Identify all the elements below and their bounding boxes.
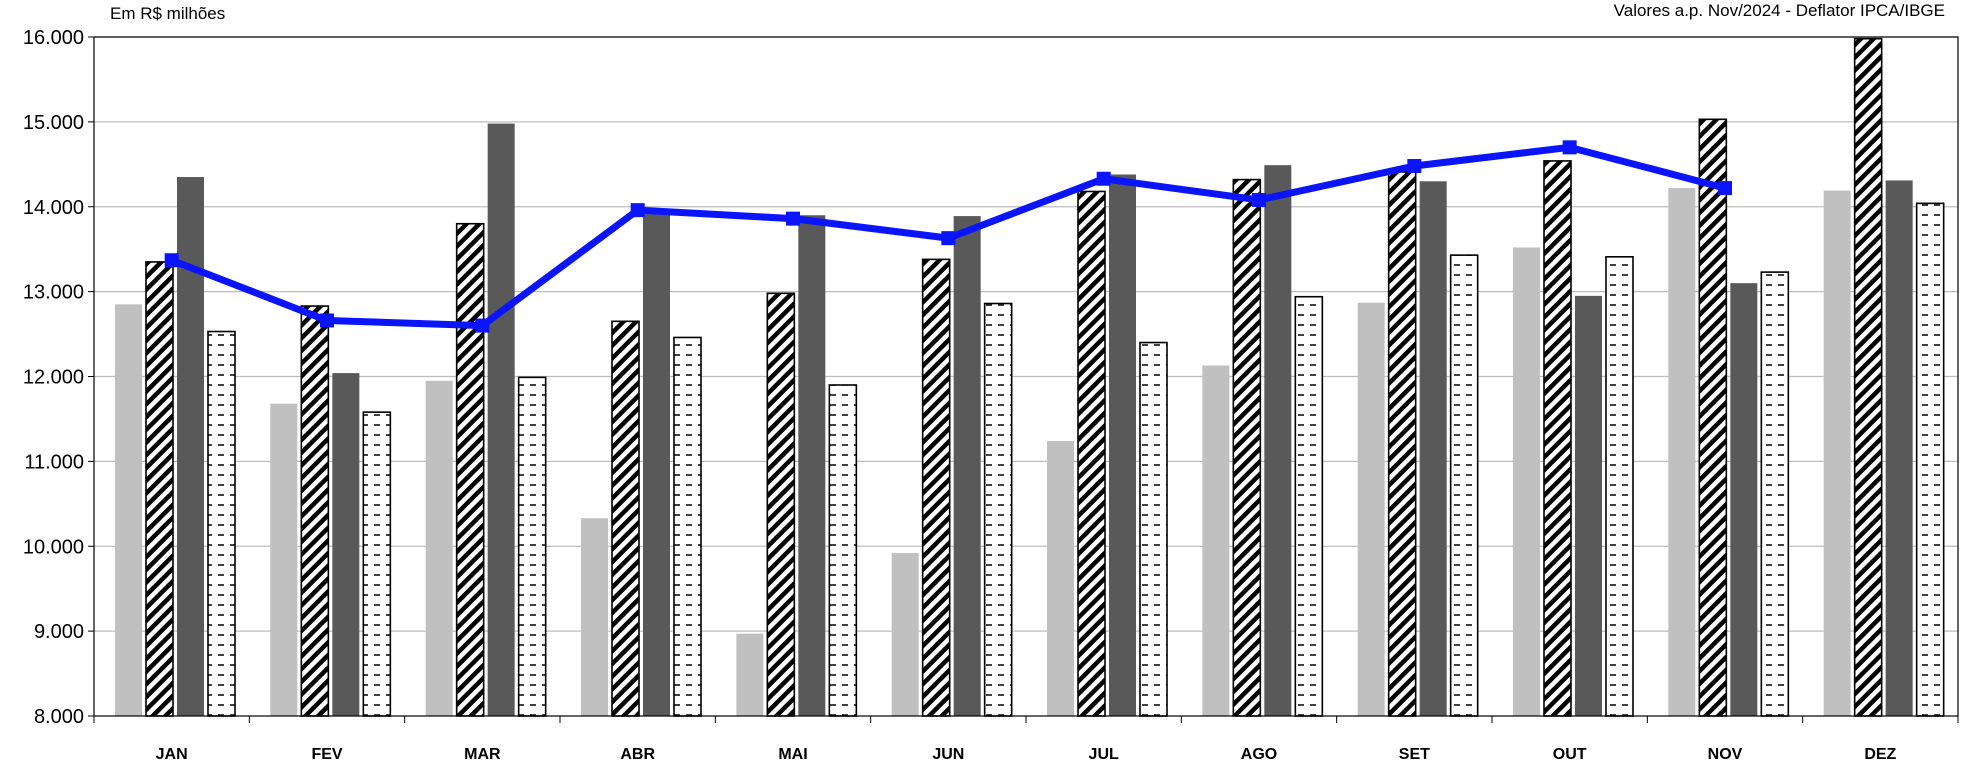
unit-label: Em R$ milhões bbox=[110, 4, 226, 23]
bar-series4-ago bbox=[1294, 295, 1324, 717]
bar-series4-abr bbox=[673, 336, 702, 717]
bar-series2-set bbox=[1387, 171, 1417, 717]
bar-series3-out bbox=[1575, 295, 1602, 716]
bar-series2-ago bbox=[1232, 178, 1262, 717]
x-tick-label-fev: FEV bbox=[311, 746, 342, 763]
line-marker-nov bbox=[1718, 181, 1732, 196]
bar-series4-dez bbox=[1915, 202, 1945, 717]
bar-series4-mai bbox=[828, 384, 858, 717]
bar-series3-fev bbox=[332, 373, 360, 716]
x-tick-label-jun: JUN bbox=[932, 746, 964, 763]
x-tick-label-mai: MAI bbox=[778, 746, 807, 763]
bar-series1-set bbox=[1357, 302, 1385, 716]
line-marker-mai bbox=[786, 211, 800, 226]
x-tick-label-abr: ABR bbox=[620, 746, 655, 763]
y-tick-label: 8.000 bbox=[34, 706, 84, 728]
bar-series4-set bbox=[1449, 254, 1479, 717]
bar-series3-set bbox=[1419, 181, 1447, 717]
bar-series3-jan bbox=[177, 177, 204, 716]
bar-series3-ago bbox=[1264, 165, 1292, 716]
bar-series2-mar bbox=[455, 222, 485, 717]
bar-series1-jan bbox=[115, 304, 142, 716]
bar-series3-abr bbox=[643, 212, 670, 716]
y-tick-label: 16.000 bbox=[23, 27, 84, 49]
axis-layer bbox=[88, 36, 1959, 723]
bar-series1-dez bbox=[1823, 190, 1851, 716]
line-marker-set bbox=[1407, 159, 1422, 174]
x-tick-label-set: SET bbox=[1399, 746, 1430, 763]
x-tick-label-jul: JUL bbox=[1089, 746, 1119, 763]
bar-series1-abr bbox=[581, 518, 608, 716]
y-tick-label: 11.000 bbox=[24, 451, 84, 473]
bar-series4-nov bbox=[1760, 271, 1790, 717]
bar-series1-mai bbox=[736, 633, 764, 716]
x-tick-label-out: OUT bbox=[1553, 746, 1587, 763]
bar-series3-jun bbox=[953, 216, 981, 716]
bar-series3-dez bbox=[1885, 180, 1913, 717]
line-marker-jan bbox=[164, 253, 179, 268]
line-marker-mar bbox=[475, 318, 490, 333]
line-layer bbox=[164, 140, 1732, 333]
bar-series2-dez bbox=[1853, 37, 1883, 717]
bar-series3-nov bbox=[1730, 283, 1758, 716]
bar-series2-mai bbox=[766, 292, 796, 717]
bar-series3-jul bbox=[1109, 174, 1136, 716]
deflator-note: Valores a.p. Nov/2024 - Deflator IPCA/IB… bbox=[1613, 1, 1945, 20]
bar-series1-ago bbox=[1202, 365, 1230, 716]
y-tick-label: 12.000 bbox=[23, 367, 84, 389]
bars-layer bbox=[115, 37, 1945, 717]
bar-series2-fev bbox=[300, 305, 330, 717]
line-marker-jul bbox=[1096, 171, 1111, 186]
x-tick-label-mar: MAR bbox=[464, 746, 501, 763]
bar-series1-jun bbox=[891, 553, 919, 716]
labels-layer: 8.000 9.000 10.000 11.000 12.000 13.000 14.000… bbox=[23, 27, 1897, 763]
x-tick-label-ago: AGO bbox=[1241, 746, 1277, 763]
bar-series4-out bbox=[1605, 256, 1634, 717]
y-tick-label: 13.000 bbox=[23, 282, 84, 304]
y-tick-label: 15.000 bbox=[23, 112, 84, 134]
x-tick-label-dez: DEZ bbox=[1864, 746, 1896, 763]
bar-series2-out bbox=[1543, 160, 1572, 717]
bar-series4-jan bbox=[207, 330, 236, 717]
bar-series1-jul bbox=[1047, 441, 1074, 716]
bar-series3-mar bbox=[487, 123, 515, 716]
line-marker-fev bbox=[320, 313, 334, 328]
bar-series1-out bbox=[1513, 247, 1540, 717]
line-marker-jun bbox=[941, 231, 956, 246]
bar-series1-fev bbox=[270, 403, 298, 716]
bar-series1-mar bbox=[425, 380, 453, 716]
bar-series2-jul bbox=[1077, 190, 1106, 717]
bar-series4-mar bbox=[517, 376, 547, 717]
bar-series4-jul bbox=[1139, 341, 1168, 717]
bar-series2-nov bbox=[1698, 118, 1728, 717]
bar-series2-abr bbox=[611, 320, 640, 717]
y-tick-label: 14.000 bbox=[23, 197, 84, 219]
line-marker-ago bbox=[1252, 192, 1266, 207]
line-marker-out bbox=[1562, 140, 1577, 155]
y-tick-label: 10.000 bbox=[23, 536, 84, 558]
bar-series2-jun bbox=[921, 258, 951, 717]
y-tick-label: 9.000 bbox=[34, 621, 84, 643]
bar-series1-nov bbox=[1668, 188, 1696, 716]
bar-series4-jun bbox=[983, 302, 1013, 717]
x-tick-label-jan: JAN bbox=[156, 746, 188, 763]
bar-series4-fev bbox=[362, 411, 392, 717]
line-marker-abr bbox=[630, 203, 645, 218]
bar-series3-mai bbox=[798, 215, 826, 717]
bar-series2-jan bbox=[145, 261, 174, 717]
x-tick-label-nov: NOV bbox=[1708, 746, 1743, 763]
